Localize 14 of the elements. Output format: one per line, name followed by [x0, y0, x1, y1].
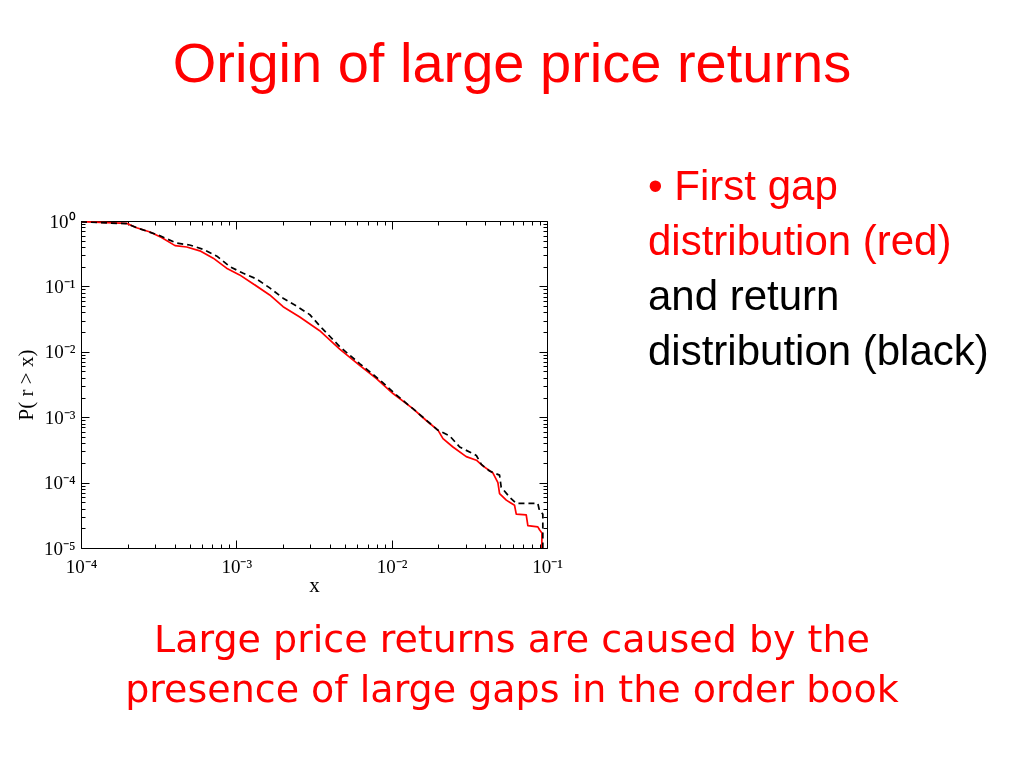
y-tick-label: 10⁻³	[44, 406, 76, 428]
y-tick-label: 10⁻⁴	[43, 472, 76, 494]
chart-title: Origin of large price returns	[172, 31, 852, 94]
x-tick-label: 10⁻²	[376, 555, 408, 577]
text: and return distribution (black)	[648, 272, 989, 374]
text: Large price returns are caused by the presence of large gaps in the order book	[125, 617, 899, 711]
text: • First gap distribution (red)	[648, 162, 952, 264]
y-tick-label: 10⁰	[49, 210, 76, 232]
x-tick-label: 10⁻¹	[532, 555, 564, 577]
y-tick-label: 10⁻²	[44, 341, 76, 363]
y-tick-label: 10⁻¹	[44, 275, 76, 297]
x-axis-title: x	[309, 572, 321, 597]
x-tick-label: 10⁻³	[221, 555, 253, 577]
y-axis-title: P( r > x)	[13, 349, 38, 421]
